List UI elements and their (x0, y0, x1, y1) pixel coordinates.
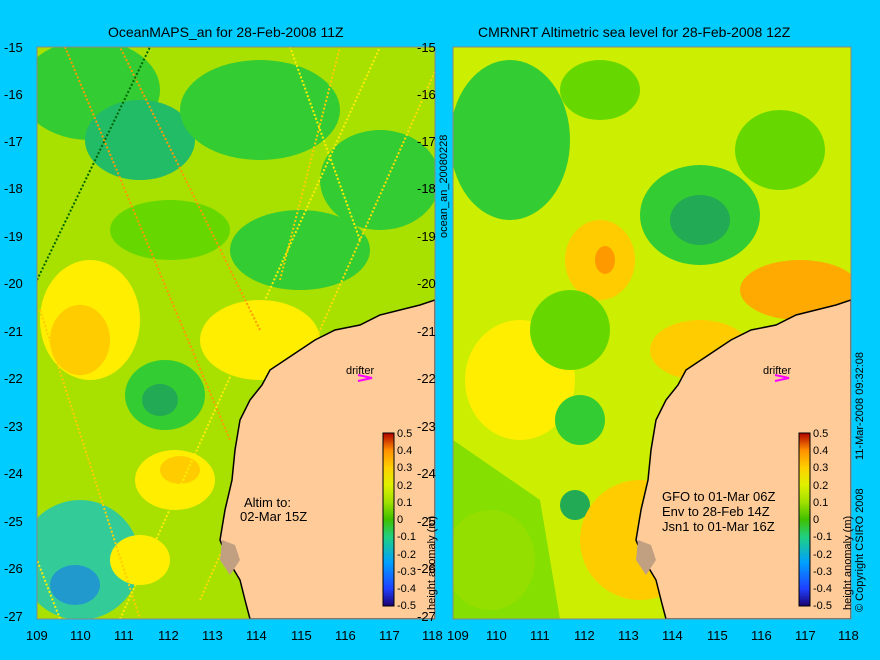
right-map-title: CMRNRT Altimetric sea level for 28-Feb-2… (478, 24, 791, 40)
lat-tick: -18 (4, 181, 23, 196)
lat-tick: -26 (4, 561, 23, 576)
lat-tick: -21 (4, 324, 23, 339)
lat-tick: -16 (4, 87, 23, 102)
cbar-tick: 0.3 (397, 462, 413, 474)
right-land-mass (635, 299, 851, 619)
right-colorbar-label: height anomaly (m) (842, 515, 854, 610)
lat-tick: -26 (417, 561, 436, 576)
cbar-tick: -0.3 (397, 566, 416, 578)
lat-tick: -17 (417, 134, 436, 149)
right-gfo-label: GFO to 01-Mar 06Z (662, 489, 776, 504)
lon-tick: 110 (486, 628, 507, 643)
model-run-label: ocean_an_20080228 (438, 134, 450, 238)
lon-tick: 116 (751, 628, 772, 643)
cbar-tick: 0.3 (813, 462, 829, 474)
lon-tick: 110 (70, 628, 91, 643)
lat-tick: -21 (417, 324, 436, 339)
lat-tick: -18 (417, 181, 436, 196)
cbar-tick: -0.5 (397, 600, 416, 612)
cbar-tick: 0.1 (813, 497, 829, 509)
lat-tick: -22 (4, 371, 23, 386)
lon-tick: 111 (530, 628, 550, 643)
lat-tick: -27 (4, 609, 23, 624)
lon-tick: 118 (838, 628, 859, 643)
lon-tick: 116 (335, 628, 356, 643)
cbar-tick: 0.5 (813, 428, 829, 440)
cbar-tick: 0 (813, 514, 820, 526)
cbar-tick: 0.4 (397, 445, 413, 457)
left-drifter-label: drifter (346, 365, 375, 377)
left-map-title: OceanMAPS_an for 28-Feb-2008 11Z (108, 24, 344, 40)
lat-tick: -16 (417, 87, 436, 102)
cbar-tick: 0.2 (397, 480, 413, 492)
lat-tick: -23 (4, 419, 23, 434)
cbar-tick: 0.2 (813, 480, 829, 492)
timestamp-label: 11-Mar-2008 09:32:08 (854, 351, 866, 460)
right-env-label: Env to 28-Feb 14Z (662, 504, 770, 519)
lat-tick: -23 (417, 419, 436, 434)
lat-tick: -15 (417, 40, 436, 55)
lon-tick: 117 (795, 628, 816, 643)
cbar-tick: -0.4 (813, 583, 832, 595)
right-anomaly-field (453, 47, 851, 619)
cbar-tick: -0.4 (397, 583, 416, 595)
lon-tick: 111 (114, 628, 134, 643)
left-altim-label: Altim to: (244, 495, 291, 510)
lon-tick: 115 (707, 628, 728, 643)
copyright-label: © Copyright CSIRO 2008 (854, 488, 866, 612)
lat-tick: -17 (4, 134, 23, 149)
left-land-mass (219, 299, 435, 619)
cbar-tick: 0.1 (397, 497, 413, 509)
lon-tick: 114 (662, 628, 683, 643)
cbar-tick: -0.5 (813, 600, 832, 612)
lon-tick: 109 (26, 628, 48, 643)
cbar-tick: 0.5 (397, 428, 413, 440)
left-colorbar-label: height anomaly (m) (426, 515, 438, 610)
lon-tick: 109 (447, 628, 469, 643)
lat-tick: -19 (4, 229, 23, 244)
lon-tick: 118 (422, 628, 443, 643)
lon-tick: 117 (379, 628, 400, 643)
lat-tick: -20 (417, 276, 436, 291)
lat-tick: -25 (4, 514, 23, 529)
cbar-tick: -0.1 (813, 531, 832, 543)
left-drifter-arrow-icon (357, 374, 373, 382)
lat-tick: -22 (417, 371, 436, 386)
lon-tick: 113 (618, 628, 639, 643)
left-colorbar (382, 432, 395, 607)
lon-tick: 112 (574, 628, 595, 643)
right-drifter-arrow-icon (774, 374, 790, 382)
lat-tick: -15 (4, 40, 23, 55)
lat-tick: -19 (417, 229, 436, 244)
lon-tick: 114 (246, 628, 267, 643)
cbar-tick: -0.3 (813, 566, 832, 578)
cbar-tick: -0.2 (397, 549, 416, 561)
right-drifter-label: drifter (763, 365, 792, 377)
lat-tick: -27 (417, 609, 436, 624)
lat-tick: -25 (417, 514, 436, 529)
right-colorbar (798, 432, 811, 607)
right-jsn1-label: Jsn1 to 01-Mar 16Z (662, 519, 775, 534)
cbar-tick: 0.4 (813, 445, 829, 457)
cbar-tick: -0.1 (397, 531, 416, 543)
lon-tick: 112 (158, 628, 179, 643)
left-anomaly-field (37, 47, 435, 619)
cbar-tick: 0 (397, 514, 404, 526)
cbar-tick: -0.2 (813, 549, 832, 561)
lon-tick: 115 (291, 628, 312, 643)
lat-tick: -24 (4, 466, 23, 481)
lat-tick: -20 (4, 276, 23, 291)
lon-tick: 113 (202, 628, 223, 643)
lat-tick: -24 (417, 466, 436, 481)
left-altim-date: 02-Mar 15Z (240, 509, 308, 524)
